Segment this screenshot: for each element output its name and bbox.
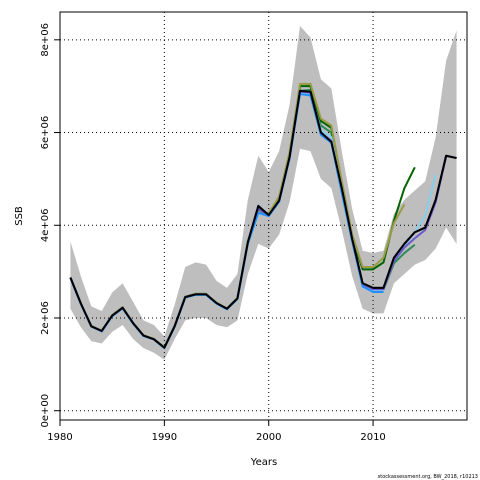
y-axis-title: SSB (14, 206, 25, 226)
series-layer (69, 82, 457, 350)
series-line-8 (69, 89, 457, 349)
y-axis: 0e+00 2e+06 4e+06 6e+06 8e+06 (40, 23, 60, 428)
y-tick-label: 2e+06 (40, 301, 51, 335)
x-tick-label: 1980 (47, 432, 72, 443)
x-tick-label: 2000 (256, 432, 281, 443)
confidence-band (70, 25, 457, 360)
x-tick-label: 1990 (152, 432, 177, 443)
x-tick-label: 2010 (360, 432, 385, 443)
x-axis: 1980 1990 2000 2010 (47, 420, 386, 443)
y-tick-label: 8e+06 (40, 23, 51, 57)
y-tick-label: 4e+06 (40, 208, 51, 242)
y-tick-label: 0e+00 (40, 394, 51, 428)
plot-frame (59, 11, 468, 421)
y-tick-label: 6e+06 (40, 116, 51, 150)
confidence-band-layer (70, 25, 457, 360)
credit-note: stockassessment.org, BW_2018, r10213 (378, 474, 478, 480)
x-axis-title: Years (250, 457, 277, 468)
